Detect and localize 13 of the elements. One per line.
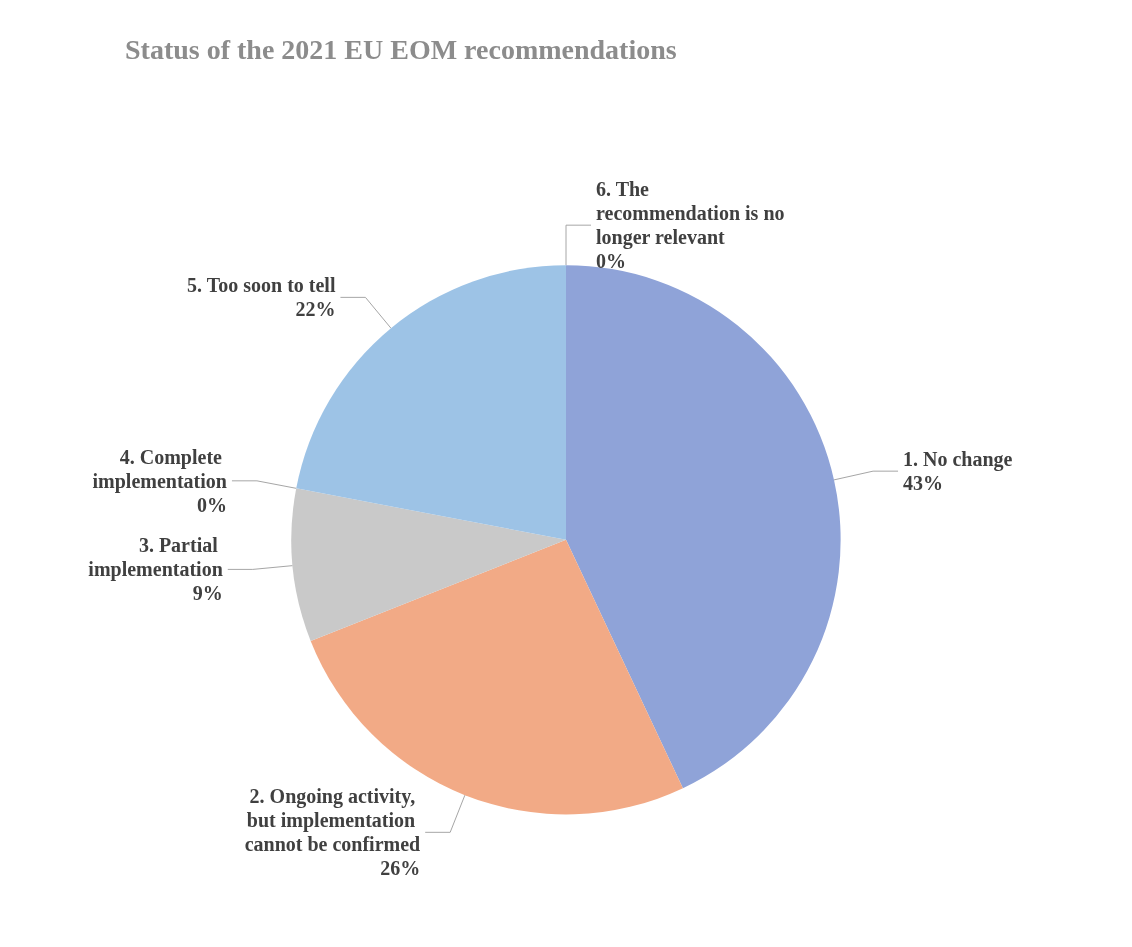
slice-label: 3. Partial implementation [88,534,223,582]
data-label: 22% [295,298,336,321]
text: 0% [596,250,626,273]
category-label: 4. Complete implementation [92,445,227,492]
slice-label: 1. No change [903,448,1013,472]
slice-label: 2. Ongoing activity, but implementation cannot be confirmed [244,785,421,856]
data-label: 9% [192,582,223,605]
chart-title: Status of the 2021 EU EOM recommendations [125,33,677,65]
slice-label: 5. Too soon to tell [187,274,336,297]
data-label: 26% [380,857,421,880]
category-label: 6. The recommendation is no longer relevant [596,178,785,249]
data-label: 43% [903,472,944,495]
text: 0% [196,493,227,516]
